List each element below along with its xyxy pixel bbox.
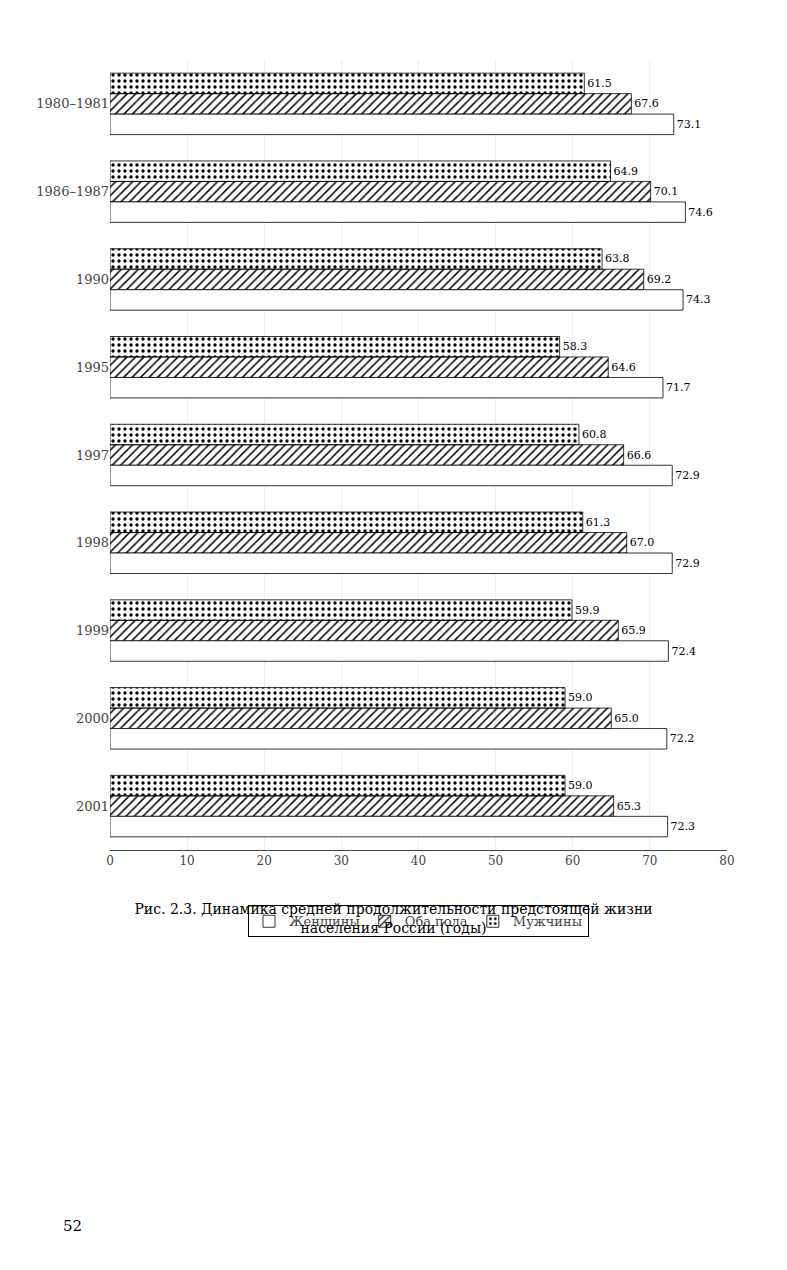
svg-text:73.1: 73.1 xyxy=(677,118,702,131)
svg-text:63.8: 63.8 xyxy=(605,252,630,265)
svg-text:74.6: 74.6 xyxy=(688,206,713,219)
svg-text:66.6: 66.6 xyxy=(627,449,652,462)
svg-text:67.0: 67.0 xyxy=(630,536,655,549)
svg-text:59.9: 59.9 xyxy=(575,604,600,617)
svg-text:80: 80 xyxy=(719,854,734,868)
svg-text:0: 0 xyxy=(106,854,114,868)
svg-text:72.9: 72.9 xyxy=(675,469,700,482)
svg-text:72.2: 72.2 xyxy=(670,732,695,745)
svg-text:50: 50 xyxy=(488,854,503,868)
svg-text:1997: 1997 xyxy=(76,448,109,463)
svg-text:1990: 1990 xyxy=(76,272,109,287)
svg-text:1986–1987: 1986–1987 xyxy=(36,184,109,199)
svg-text:Женщины: Женщины xyxy=(289,914,360,929)
svg-text:30: 30 xyxy=(334,854,349,868)
svg-text:67.6: 67.6 xyxy=(634,97,659,110)
svg-text:65.3: 65.3 xyxy=(617,800,642,813)
svg-text:69.2: 69.2 xyxy=(647,273,672,286)
svg-text:59.0: 59.0 xyxy=(568,691,593,704)
svg-text:52: 52 xyxy=(63,1217,82,1235)
svg-text:1995: 1995 xyxy=(76,360,109,375)
svg-text:Мужчины: Мужчины xyxy=(513,914,582,929)
svg-text:61.3: 61.3 xyxy=(586,516,611,529)
svg-text:2001: 2001 xyxy=(76,799,109,814)
svg-text:70: 70 xyxy=(642,854,657,868)
svg-text:58.3: 58.3 xyxy=(563,340,588,353)
svg-text:1980–1981: 1980–1981 xyxy=(36,96,109,111)
svg-text:60: 60 xyxy=(565,854,580,868)
svg-text:72.9: 72.9 xyxy=(675,557,700,570)
svg-text:60.8: 60.8 xyxy=(582,428,607,441)
svg-text:64.9: 64.9 xyxy=(614,165,639,178)
svg-text:61.5: 61.5 xyxy=(587,77,612,90)
svg-text:64.6: 64.6 xyxy=(611,361,636,374)
svg-text:Оба пола: Оба пола xyxy=(405,914,468,929)
svg-text:71.7: 71.7 xyxy=(666,381,691,394)
svg-text:70.1: 70.1 xyxy=(654,185,679,198)
svg-text:10: 10 xyxy=(179,854,194,868)
svg-text:59.0: 59.0 xyxy=(568,779,593,792)
svg-text:1999: 1999 xyxy=(76,623,109,638)
svg-text:20: 20 xyxy=(257,854,272,868)
svg-text:74.3: 74.3 xyxy=(686,293,711,306)
svg-text:72.4: 72.4 xyxy=(671,645,696,658)
svg-text:65.9: 65.9 xyxy=(621,624,646,637)
svg-text:65.0: 65.0 xyxy=(614,712,639,725)
svg-text:Рис. 2.3. Динамика средней про: Рис. 2.3. Динамика средней продолжительн… xyxy=(134,901,652,935)
svg-text:40: 40 xyxy=(411,854,426,868)
svg-text:2000: 2000 xyxy=(76,711,109,726)
svg-text:1998: 1998 xyxy=(76,535,109,550)
svg-text:72.3: 72.3 xyxy=(671,820,696,833)
